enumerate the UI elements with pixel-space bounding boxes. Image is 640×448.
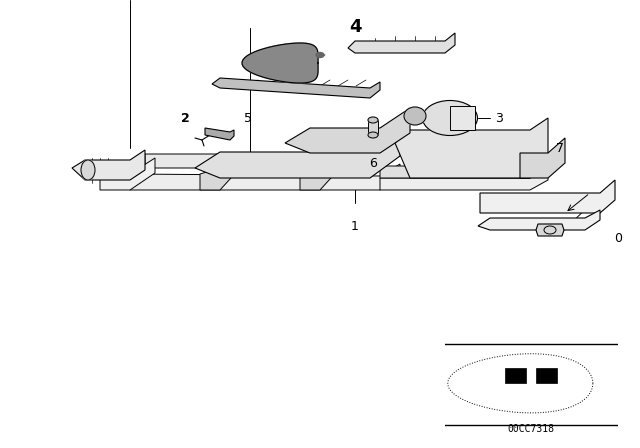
Text: 3: 3 xyxy=(495,112,503,125)
Polygon shape xyxy=(300,154,340,190)
Polygon shape xyxy=(285,108,410,153)
Ellipse shape xyxy=(81,160,95,180)
Ellipse shape xyxy=(404,107,426,125)
Polygon shape xyxy=(200,154,240,190)
Text: 0: 0 xyxy=(614,232,622,245)
Polygon shape xyxy=(100,158,155,190)
Text: 6: 6 xyxy=(369,156,377,169)
Ellipse shape xyxy=(316,52,324,57)
Polygon shape xyxy=(380,166,548,190)
Text: 7: 7 xyxy=(556,142,564,155)
Polygon shape xyxy=(72,150,145,180)
Polygon shape xyxy=(130,164,400,190)
Polygon shape xyxy=(506,367,526,383)
Polygon shape xyxy=(478,210,600,230)
Text: 5: 5 xyxy=(244,112,252,125)
Polygon shape xyxy=(145,142,390,168)
Polygon shape xyxy=(348,33,455,53)
Polygon shape xyxy=(536,224,564,236)
Text: 1: 1 xyxy=(351,220,359,233)
Text: 00CC7318: 00CC7318 xyxy=(508,423,555,434)
Polygon shape xyxy=(395,118,548,178)
Polygon shape xyxy=(520,138,565,178)
Polygon shape xyxy=(242,43,318,83)
Polygon shape xyxy=(536,367,557,383)
Polygon shape xyxy=(450,106,475,130)
Polygon shape xyxy=(195,133,400,178)
Polygon shape xyxy=(205,128,234,140)
Ellipse shape xyxy=(368,132,378,138)
Ellipse shape xyxy=(368,117,378,123)
Polygon shape xyxy=(368,120,378,135)
Ellipse shape xyxy=(422,100,477,135)
Text: 2: 2 xyxy=(180,112,189,125)
Polygon shape xyxy=(380,154,548,178)
Text: 4: 4 xyxy=(349,18,361,36)
Polygon shape xyxy=(480,180,615,213)
Polygon shape xyxy=(212,78,380,98)
